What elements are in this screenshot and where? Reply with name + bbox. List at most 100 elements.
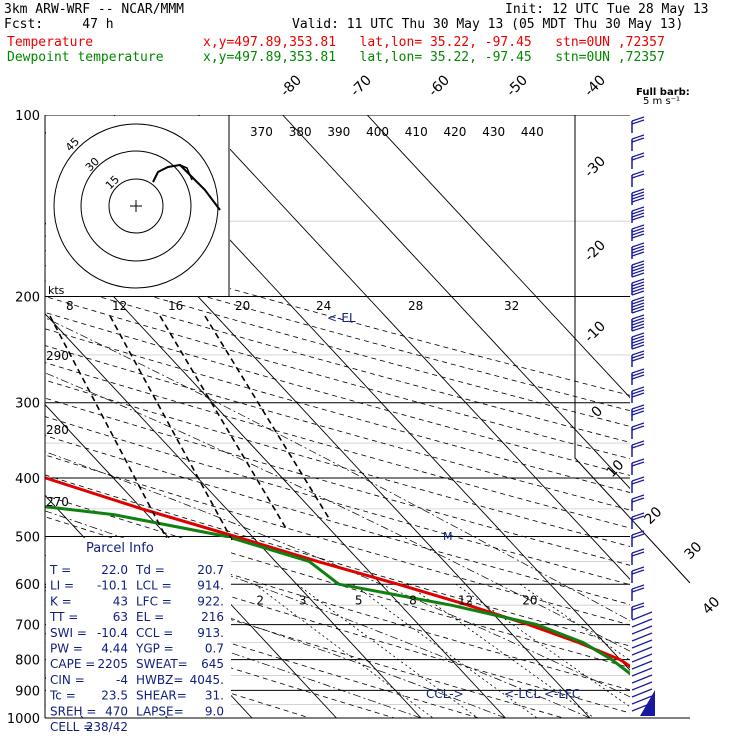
speed-label: 32 <box>504 299 519 313</box>
mixing-ratio-line <box>352 583 538 718</box>
wind-barb-flag <box>631 335 645 341</box>
parcel-key: HWBZ= <box>136 673 183 687</box>
isotherm-label: -10 <box>582 318 609 345</box>
wind-barb-low <box>631 660 653 670</box>
wind-barb-flag <box>631 410 645 416</box>
isotherm-line <box>45 403 337 718</box>
parcel-value: -10.4 <box>97 626 128 640</box>
isotherm-label: -70 <box>348 72 375 99</box>
mixing-ratio-label: 2 <box>256 594 264 608</box>
wind-barb-flag <box>631 215 645 221</box>
dry-adiabat <box>45 280 630 443</box>
wind-barb-flag <box>631 212 645 218</box>
wind-barb-flag <box>631 119 645 125</box>
wind-barb-flag <box>631 314 645 320</box>
wind-barb-flag <box>631 458 645 464</box>
adiabat-label: 440 <box>521 125 544 139</box>
wind-barb-flag <box>631 605 645 611</box>
wind-barb-flag <box>631 287 645 293</box>
wind-barb-flag <box>631 422 645 428</box>
wind-barb-flag <box>631 350 645 356</box>
parcel-value: 645 <box>201 657 224 671</box>
wind-barb-flag <box>631 338 645 344</box>
parcel-key: YGP = <box>135 642 174 656</box>
isotherm-line <box>45 222 506 718</box>
wind-barb-flag <box>631 515 645 521</box>
parcel-value: 914. <box>197 579 224 593</box>
parcel-value: 470 <box>105 704 128 718</box>
dewpoint-profile <box>45 505 630 676</box>
pressure-label: 900 <box>15 684 40 699</box>
wind-barb-flag <box>631 587 645 593</box>
wind-barb-low <box>631 674 653 684</box>
parcel-value: 4045. <box>190 673 224 687</box>
wind-barb-flag <box>631 230 645 236</box>
parcel-key: T = <box>49 563 71 577</box>
adiabat-label: 380 <box>289 125 312 139</box>
pressure-label: 400 <box>15 472 40 487</box>
mixing-ratio-label: 20 <box>522 594 537 608</box>
valid-time: Valid: 11 UTC Thu 30 May 13 (05 MDT Thu … <box>292 17 684 32</box>
wind-barb-flag <box>631 425 645 431</box>
dry-adiabat <box>45 435 630 605</box>
wind-barb-flag <box>631 569 645 575</box>
wind-barb-flag <box>631 284 645 290</box>
wind-barb-flag <box>631 389 645 395</box>
temperature-profile <box>45 476 630 669</box>
adiabat-label: 430 <box>482 125 505 139</box>
wind-barb-flag <box>631 272 645 278</box>
parcel-key: LAPSE= <box>136 704 184 718</box>
hodograph-ring <box>108 178 164 234</box>
init-time: Init: 12 UTC Tue 28 May 13 <box>505 2 709 17</box>
barb-legend-unit: 5 m s⁻¹ <box>643 96 680 107</box>
parcel-value: 20.7 <box>197 563 224 577</box>
wind-barb-flag <box>631 332 645 338</box>
parcel-value: 238/42 <box>86 720 128 734</box>
adiabat-label: 390 <box>327 125 350 139</box>
parcel-value: 31. <box>205 689 224 703</box>
wind-barb-flag <box>631 371 645 377</box>
isotherm-line <box>366 115 630 399</box>
wind-barb-flag <box>631 356 645 362</box>
wind-barb-flag <box>631 290 645 296</box>
wind-barb-flag <box>631 224 645 230</box>
mixing-ratio-line <box>455 583 630 708</box>
mixing-ratio-label: 3 <box>299 594 307 608</box>
pressure-label: 700 <box>15 619 40 634</box>
theta-label: 270 <box>46 495 69 509</box>
mixing-ratio-label: 12 <box>458 594 473 608</box>
hodograph-trace-inner <box>179 164 193 181</box>
isotherm-line <box>282 115 630 490</box>
wind-barb-flag <box>631 476 645 482</box>
wind-barb-flag <box>631 407 645 413</box>
parcel-key: EL = <box>136 610 164 624</box>
parcel-value: 22.0 <box>101 563 128 577</box>
plot-area <box>45 115 630 718</box>
model-title: 3km ARW-WRF -- NCAR/MMM <box>4 2 185 17</box>
fcst-label: Fcst: <box>4 17 44 32</box>
wind-barb-flag <box>631 263 645 269</box>
parcel-key: SREH = <box>50 704 96 718</box>
wind-barb-flag <box>631 341 645 347</box>
wind-barb-flag <box>631 227 645 233</box>
pressure-label: 500 <box>15 530 40 545</box>
wind-barb-low <box>631 618 653 628</box>
wind-barb-flag <box>631 188 645 194</box>
wind-barb-flag <box>631 137 645 143</box>
wind-barb-flag <box>631 548 645 554</box>
wind-barb-flag <box>631 266 645 272</box>
parcel-value: 4.44 <box>101 642 128 656</box>
pressure-label: 600 <box>15 578 40 593</box>
isotherm-label: 40 <box>700 594 724 618</box>
parcel-key: Tc = <box>49 689 76 703</box>
isotherm-label: -20 <box>582 237 609 264</box>
hodograph-ring <box>80 150 192 262</box>
parcel-value: 913. <box>197 626 224 640</box>
parcel-value: 23.5 <box>101 689 128 703</box>
parcel-value: 63 <box>113 610 128 624</box>
hodograph-speed-ray <box>49 315 179 561</box>
wind-barb-flag <box>631 134 645 140</box>
wind-barb-flag <box>631 299 645 305</box>
wind-barb-flag <box>631 233 645 239</box>
